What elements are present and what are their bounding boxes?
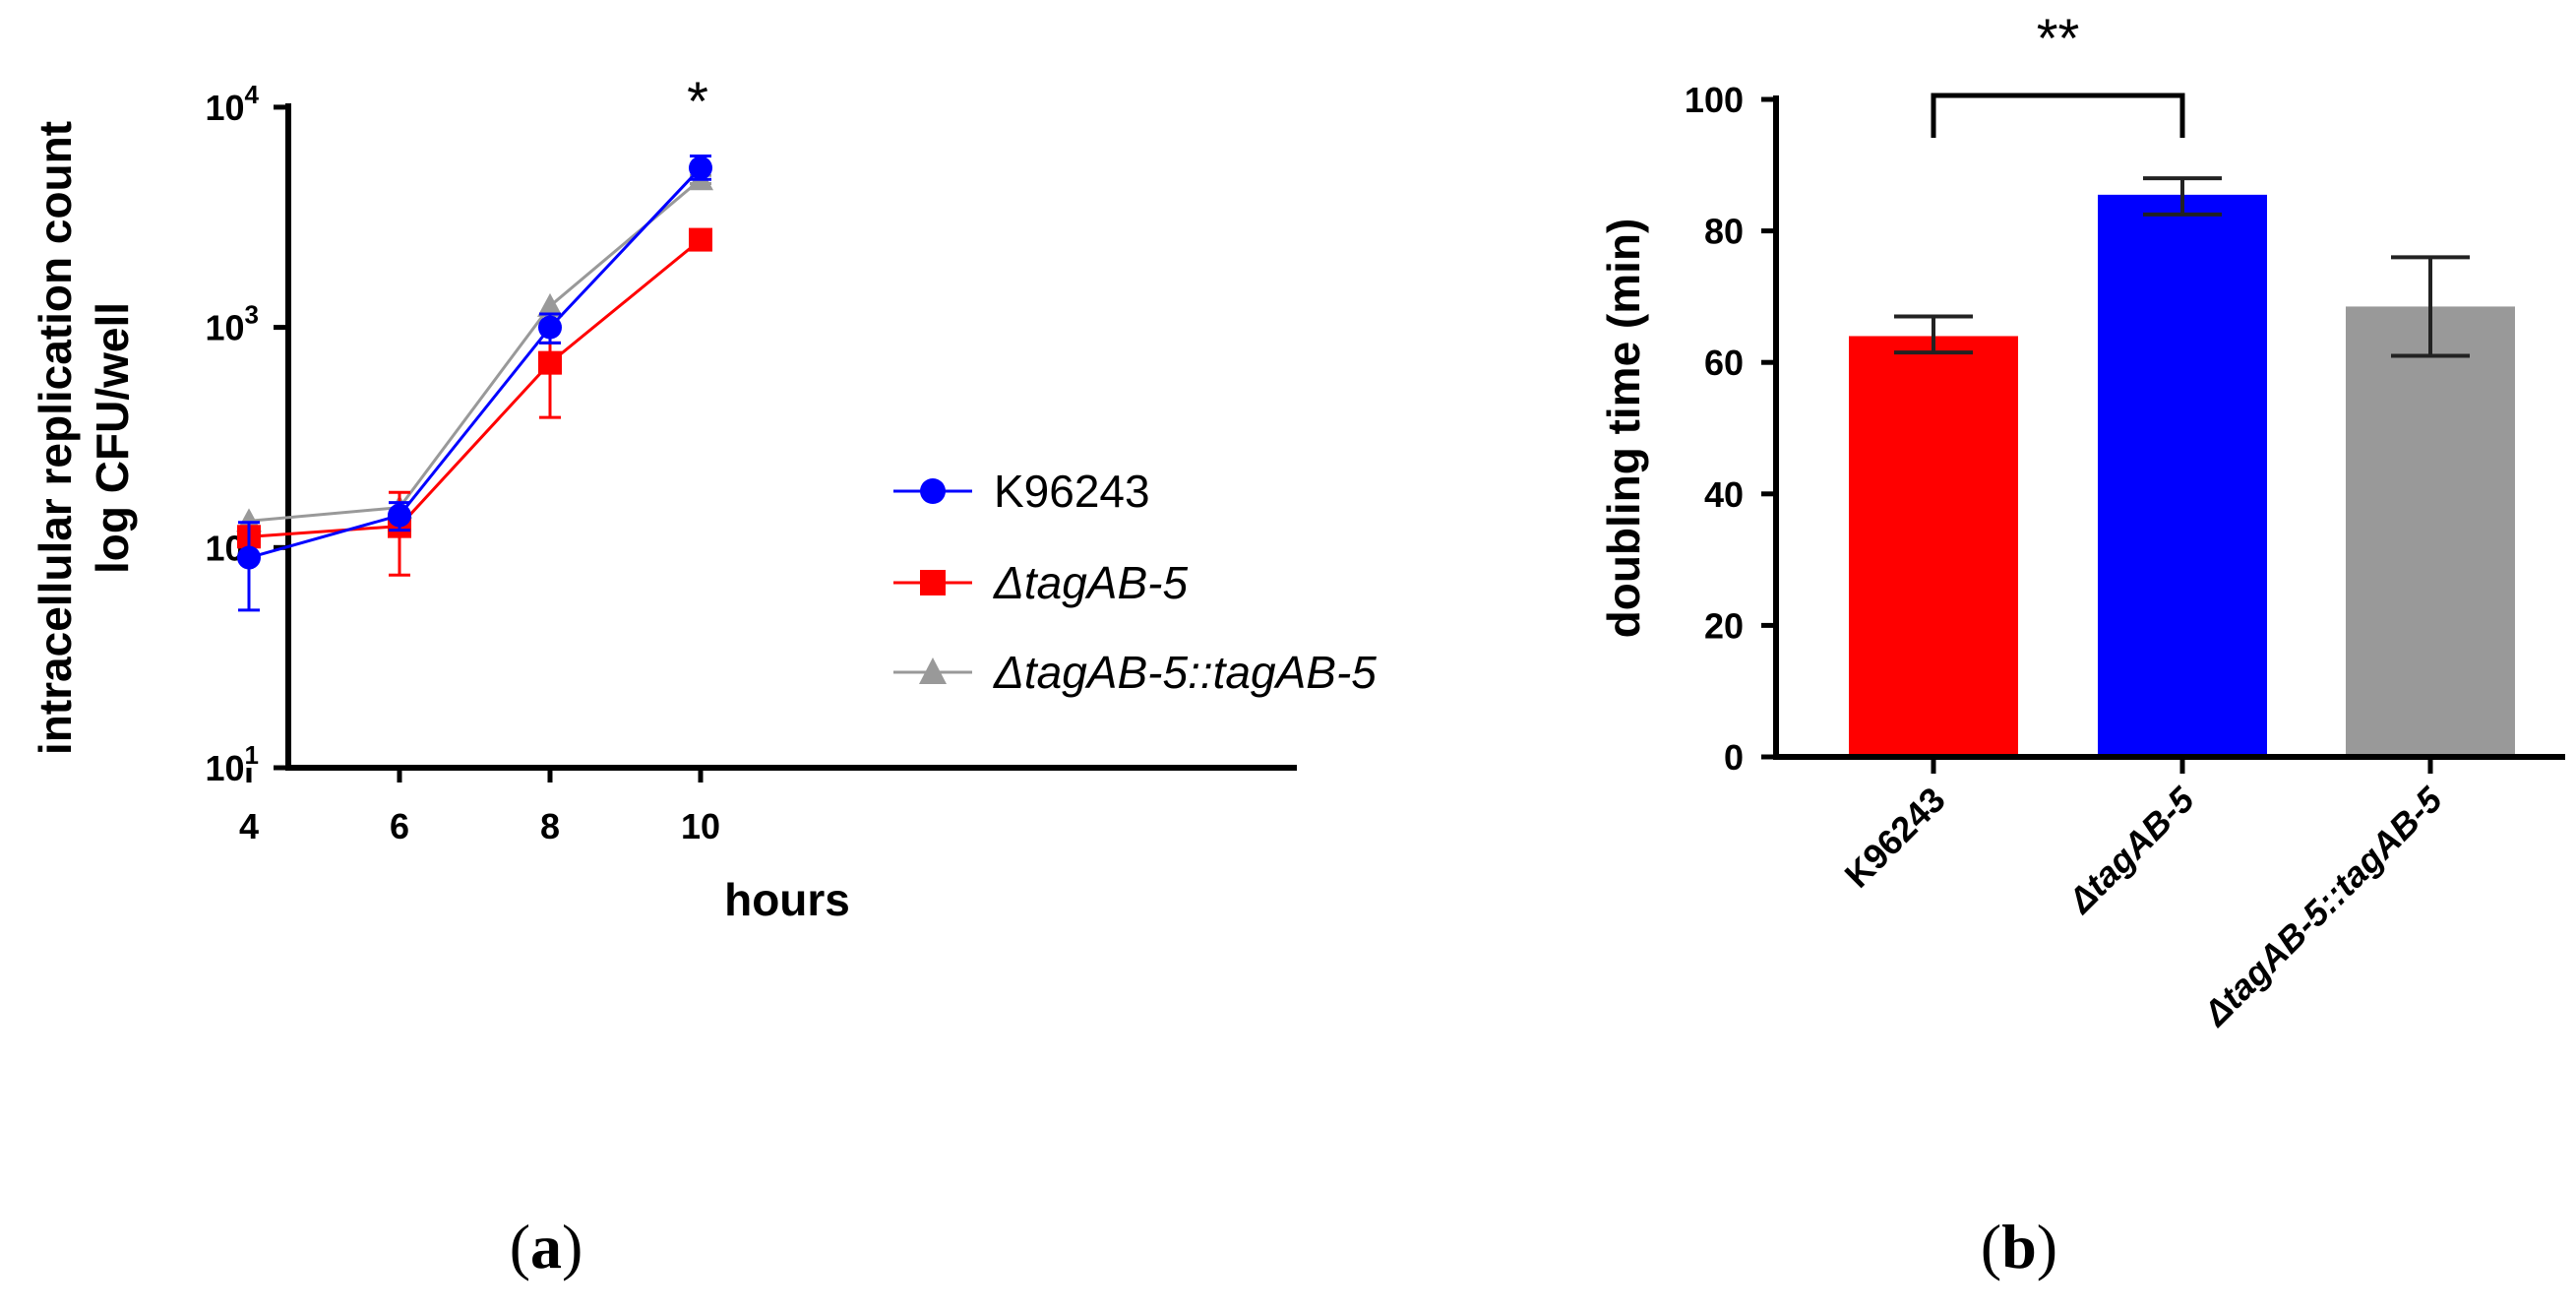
x-tick-label: ΔtagAB-5::tagAB-5 bbox=[2194, 779, 2450, 1034]
series-layer bbox=[236, 155, 713, 612]
y-axis-label: doubling time (min) bbox=[1598, 219, 1649, 639]
y-tick-label: 60 bbox=[1704, 343, 1744, 383]
data-point bbox=[689, 227, 712, 252]
y-tick-label: 100 bbox=[1685, 80, 1744, 120]
y-tick-label: 103 bbox=[205, 300, 259, 348]
square-marker bbox=[920, 570, 946, 595]
bar bbox=[2346, 306, 2515, 757]
data-point bbox=[538, 315, 562, 340]
x-tick-label: K96243 bbox=[1836, 780, 1952, 896]
y-axis-label-line2: log CFU/well bbox=[87, 302, 138, 574]
legend-label: K96243 bbox=[994, 466, 1150, 517]
legend: K96243 ΔtagAB-5 ΔtagAB-5::tagAB-5 bbox=[893, 466, 1377, 698]
legend-entry-k96243: K96243 bbox=[893, 466, 1150, 517]
significance-annotation: * bbox=[687, 70, 708, 132]
y-tick-label: 101 bbox=[205, 740, 259, 788]
legend-entry-tagab5-complemented: ΔtagAB-5::tagAB-5 bbox=[893, 647, 1377, 698]
y-tick-label: 0 bbox=[1724, 737, 1744, 778]
significance-bracket: ** bbox=[1931, 7, 2185, 138]
panel-label-a: (a) bbox=[510, 1212, 583, 1282]
x-tick-label: ΔtagAB-5 bbox=[2059, 779, 2203, 922]
series-line bbox=[248, 238, 702, 538]
x-tick-label: 4 bbox=[239, 806, 259, 846]
y-tick-label: 40 bbox=[1704, 474, 1744, 515]
x-tick-label: 8 bbox=[540, 806, 560, 846]
y-axis-ticks: 101102103104 bbox=[205, 80, 288, 788]
bar-chart: doubling time (min) 0 20 40 60 80 100 K96243 Δ… bbox=[1598, 7, 2565, 1282]
series-k96243 bbox=[237, 155, 712, 612]
x-tick-label: 6 bbox=[390, 806, 409, 846]
x-axis-ticks: 4 6 8 10 bbox=[239, 768, 720, 846]
y-tick-label: 80 bbox=[1704, 212, 1744, 252]
data-point bbox=[537, 292, 563, 317]
data-point bbox=[538, 350, 562, 375]
data-point bbox=[388, 503, 411, 528]
legend-label: ΔtagAB-5::tagAB-5 bbox=[993, 647, 1377, 698]
y-axis-ticks: 0 20 40 60 80 100 bbox=[1685, 80, 1776, 778]
bar bbox=[2098, 194, 2267, 758]
legend-label: ΔtagAB-5 bbox=[993, 557, 1188, 608]
x-axis-label: hours bbox=[724, 874, 850, 925]
legend-entry-tagab5: ΔtagAB-5 bbox=[893, 557, 1188, 608]
data-point bbox=[237, 545, 261, 570]
bar bbox=[1849, 336, 2018, 757]
y-axis-label-line1: intracellular replication count bbox=[30, 121, 81, 755]
line-chart: intracellular replication count log CFU/… bbox=[30, 70, 1377, 1282]
triangle-marker bbox=[919, 657, 947, 684]
series-tagab5 bbox=[237, 227, 712, 577]
bracket-line bbox=[1931, 93, 2185, 138]
panel-label-b: (b) bbox=[1981, 1212, 2057, 1282]
y-tick-label: 104 bbox=[205, 80, 259, 128]
y-tick-label: 20 bbox=[1704, 605, 1744, 646]
series-line bbox=[248, 178, 702, 523]
bars-layer bbox=[1849, 176, 2515, 758]
x-tick-label: 10 bbox=[681, 806, 720, 846]
data-point bbox=[689, 156, 712, 180]
circle-marker bbox=[920, 478, 946, 504]
series-tagab5-complemented bbox=[236, 166, 713, 532]
series-line bbox=[248, 166, 703, 559]
significance-label: ** bbox=[2037, 7, 2080, 69]
